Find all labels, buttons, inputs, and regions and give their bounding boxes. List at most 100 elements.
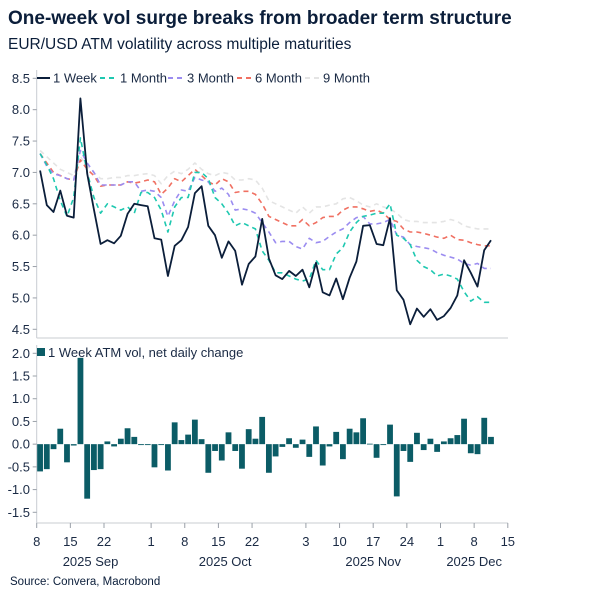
bar [326,444,333,447]
bar [245,429,252,445]
y-tick-label: -1.5 [8,505,30,520]
bar [380,444,387,446]
x-tick-label: 17 [366,534,380,549]
bar [313,426,319,445]
series-line-6-month [39,153,491,247]
bar [279,444,286,447]
x-tick-label: 15 [211,534,225,549]
bar [259,416,266,445]
bar [393,444,400,497]
bar [414,432,420,445]
bar [225,432,232,445]
x-tick-label: 8 [181,534,188,549]
bar [286,438,292,445]
y-tick-label: 7.0 [12,165,30,180]
x-tick-label: 15 [63,534,77,549]
source-note: Source: Convera, Macrobond [10,576,161,588]
x-tick-label: 24 [400,534,414,549]
bar [91,444,97,471]
bar [299,439,306,445]
bar [43,444,50,470]
bar [212,444,218,451]
x-tick-label: 3 [302,534,309,549]
bar [198,439,205,445]
bar [373,444,380,458]
bar [319,444,326,466]
bar [57,428,64,445]
bar [77,357,84,445]
legend-label: 1 Month [120,71,167,86]
bar [488,436,494,445]
bar [205,444,212,473]
bar [131,436,138,445]
bar [171,422,178,445]
bar [333,431,340,445]
y-tick-label: 0.0 [12,437,30,452]
bar [272,444,279,457]
bar [178,440,185,445]
bar [144,444,151,446]
chart-subtitle: EUR/USD ATM volatility across multiple m… [8,36,352,53]
bar [340,444,346,460]
y-tick-label: 8.0 [12,102,30,117]
bar [151,444,158,468]
bar [461,418,467,445]
bar [400,444,407,451]
bar [218,444,225,461]
bar [165,444,171,471]
bar [70,444,77,446]
y-tick-label: 8.5 [12,71,30,86]
series-line-9-month [39,149,491,230]
bar [366,443,373,445]
bar [467,444,474,454]
legend-label: 1 Week [53,71,97,86]
series-line-1-week [39,97,492,326]
chart-title: One-week vol surge breaks from broader t… [8,8,512,29]
series-line-3-month [39,149,491,270]
x-month-label: 2025 Sep [63,554,119,569]
x-tick-label: 10 [332,534,346,549]
bar [407,444,414,462]
bar [440,441,447,445]
bar [111,444,117,447]
bar [265,444,272,473]
y-tick-label: 7.5 [12,134,30,149]
bar [191,419,198,445]
y-tick-label: -1.0 [8,482,30,497]
bar [97,444,104,470]
x-tick-label: 22 [97,534,111,549]
x-tick-label: 8 [33,534,40,549]
bar [434,444,441,452]
bar [474,444,481,455]
x-month-label: 2025 Oct [199,554,252,569]
y-tick-label: 4.5 [12,322,30,337]
bar [239,444,245,469]
y-tick-label: 2.0 [12,346,30,361]
x-tick-label: 15 [501,534,515,549]
bar [353,432,360,445]
y-tick-label: 6.0 [12,228,30,243]
bar [427,438,434,445]
y-tick-label: 6.5 [12,196,30,211]
y-tick-label: -0.5 [8,459,30,474]
bar [138,444,144,446]
x-tick-label: 22 [245,534,259,549]
y-tick-label: 1.5 [12,369,30,384]
bar [306,444,313,457]
bar [37,444,43,472]
legend-label: 1 Week ATM vol, net daily change [48,345,243,360]
y-tick-label: 5.0 [12,290,30,305]
x-tick-label: 1 [437,534,444,549]
legend-label: 6 Month [255,71,302,86]
bar [117,438,124,445]
legend-label: 3 Month [187,71,234,86]
bar [252,438,259,445]
bar [292,444,299,448]
x-tick-label: 1 [147,534,154,549]
x-month-label: 2025 Dec [446,554,502,569]
bar [50,444,57,450]
bar [232,444,239,451]
y-tick-label: 1.0 [12,391,30,406]
